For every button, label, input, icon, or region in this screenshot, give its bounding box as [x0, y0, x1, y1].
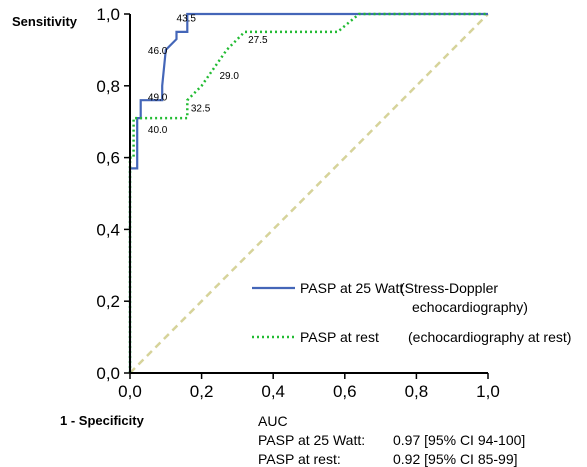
cutoff-annotation: 43.5 [177, 14, 197, 25]
legend-detail: (Stress-Doppler [400, 280, 498, 296]
x-axis-label: 1 - Specificity [60, 413, 145, 428]
cutoff-annotation: 46.0 [148, 46, 168, 57]
x-tick-label: 0,2 [190, 382, 214, 401]
legend-label: PASP at rest [300, 329, 379, 345]
auc-row-stress: PASP at 25 Watt: 0.97 [95% CI 94-100] [258, 432, 525, 448]
cutoff-annotation: 32.5 [191, 103, 211, 114]
y-tick-label: 0,8 [96, 77, 120, 96]
legend-detail: echocardiography) [412, 299, 528, 315]
cutoff-annotation: 27.5 [248, 35, 268, 46]
x-tick-label: 0,4 [261, 382, 285, 401]
cutoff-annotation: 40.0 [148, 125, 168, 136]
y-tick-label: 0,6 [96, 149, 120, 168]
auc-row-label: PASP at 25 Watt: [258, 432, 366, 448]
x-tick-label: 0,0 [118, 382, 142, 401]
legend-detail: (echocardiography at rest) [408, 329, 571, 345]
y-tick-label: 0,0 [96, 364, 120, 383]
auc-row-rest: PASP at rest: 0.92 [95% CI 85-99] [258, 451, 518, 467]
auc-heading: AUC [258, 413, 288, 429]
cutoff-annotation: 49.0 [148, 93, 168, 104]
auc-row-value: 0.92 [95% CI 85-99] [393, 451, 518, 467]
legend: PASP at 25 Watt(Stress-Doppler echocardio… [252, 280, 571, 345]
x-tick-label: 0,6 [333, 382, 357, 401]
legend-label: PASP at 25 Watt [300, 280, 403, 296]
cutoff-annotation: 29.0 [220, 71, 240, 82]
y-axis-label: Sensitivity [12, 14, 78, 29]
y-tick-label: 1,0 [96, 5, 120, 24]
y-tick-label: 0,2 [96, 292, 120, 311]
x-tick-label: 0,8 [405, 382, 429, 401]
x-tick-label: 1,0 [476, 382, 500, 401]
auc-row-value: 0.97 [95% CI 94-100] [393, 432, 526, 448]
y-tick-label: 0,4 [96, 220, 120, 239]
reference-diagonal-line [129, 13, 489, 374]
auc-row-label: PASP at rest: [258, 451, 341, 467]
series-line-1 [128, 12, 488, 373]
series-line-0 [128, 12, 488, 373]
